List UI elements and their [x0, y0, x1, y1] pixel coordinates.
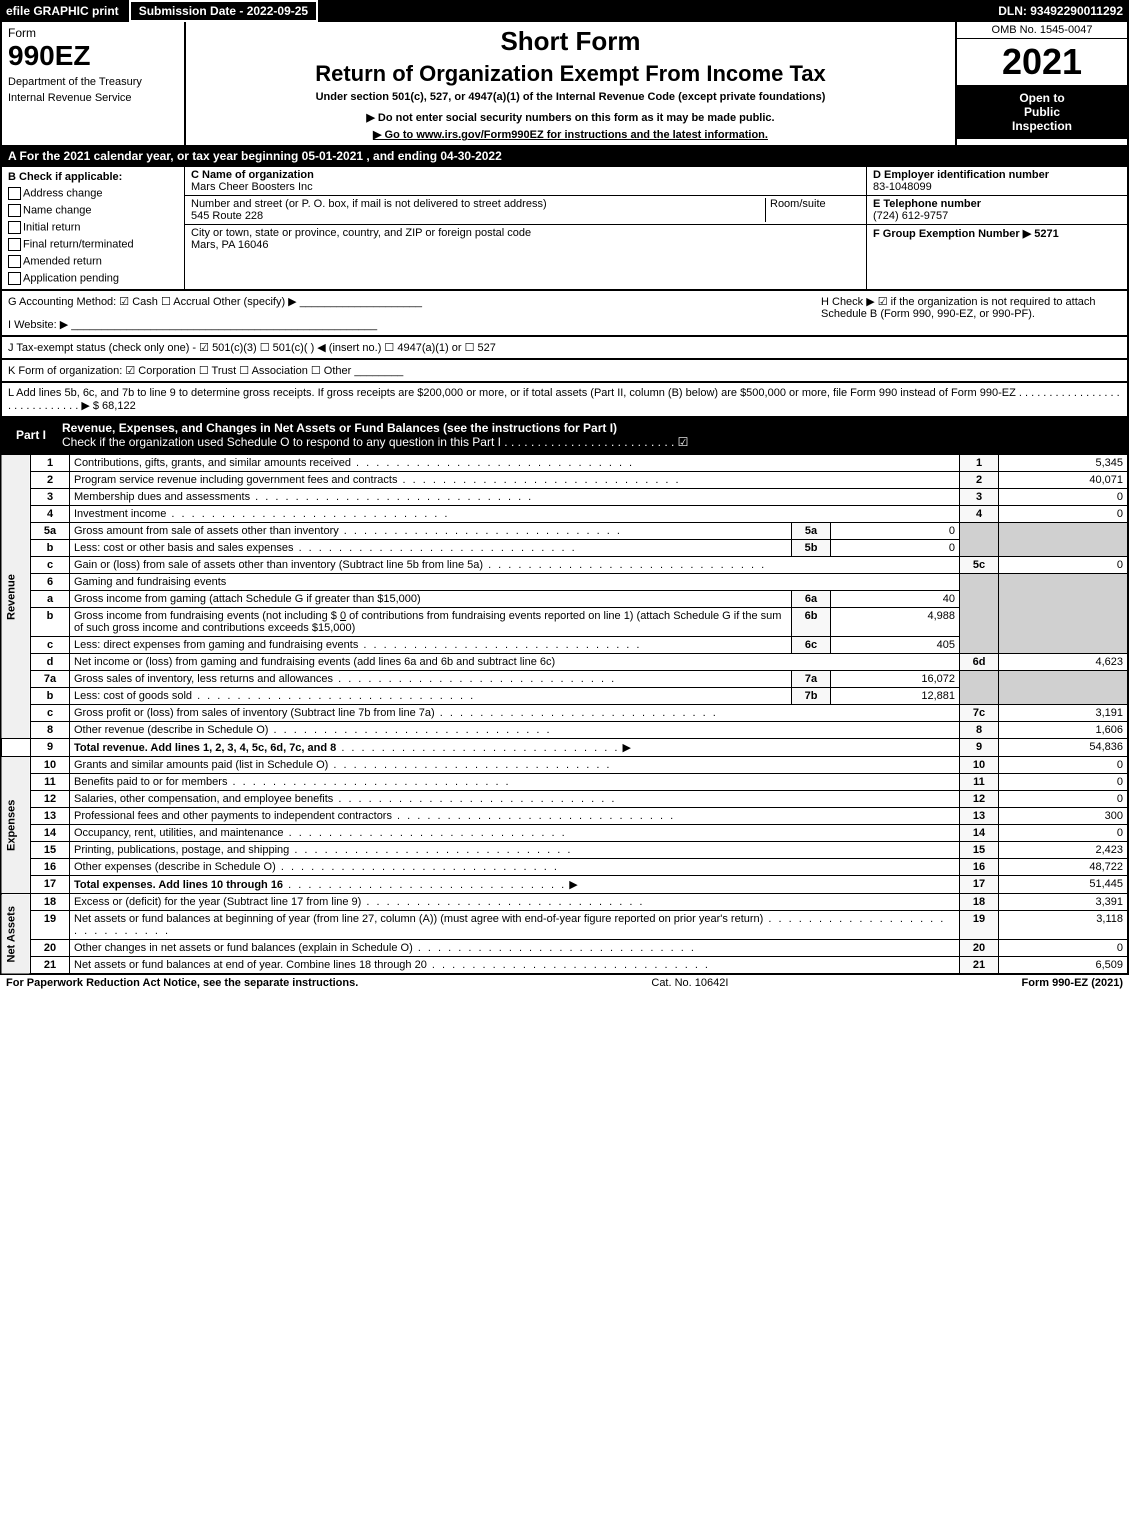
line-20-val: 0 — [999, 940, 1129, 957]
org-name-row: C Name of organization Mars Cheer Booste… — [185, 167, 866, 196]
room-suite-label: Room/suite — [766, 198, 860, 222]
line-19-val: 3,118 — [999, 911, 1129, 940]
org-name: Mars Cheer Boosters Inc — [191, 181, 860, 193]
irs-label: Internal Revenue Service — [8, 92, 178, 104]
form-number: 990EZ — [8, 40, 178, 72]
phone-value: (724) 612-9757 — [873, 210, 1121, 222]
footer-form-ref: Form 990-EZ (2021) — [1022, 977, 1123, 989]
col-de: D Employer identification number 83-1048… — [866, 167, 1127, 289]
part-i-table: Revenue 1 Contributions, gifts, grants, … — [0, 454, 1129, 975]
main-title: Return of Organization Exempt From Incom… — [192, 61, 949, 87]
i-website: I Website: ▶ ___________________________… — [8, 318, 813, 331]
line-7c-val: 3,191 — [999, 705, 1129, 722]
part-i-header: Part I Revenue, Expenses, and Changes in… — [0, 418, 1129, 454]
section-bcde: B Check if applicable: Address change Na… — [0, 167, 1129, 291]
d-label: D Employer identification number — [873, 169, 1121, 181]
line-10-val: 0 — [999, 757, 1129, 774]
opt-amended-return: Amended return — [8, 255, 178, 268]
line-14-val: 0 — [999, 825, 1129, 842]
line-6d-val: 4,623 — [999, 654, 1129, 671]
line-12-val: 0 — [999, 791, 1129, 808]
line-9-val: 54,836 — [999, 739, 1129, 757]
side-expenses: Expenses — [1, 757, 31, 894]
dept-treasury: Department of the Treasury — [8, 76, 178, 88]
page-footer: For Paperwork Reduction Act Notice, see … — [0, 975, 1129, 991]
line-15-val: 2,423 — [999, 842, 1129, 859]
city-row: City or town, state or province, country… — [185, 225, 866, 253]
dln-label: DLN: 93492290011292 — [992, 2, 1129, 20]
e-phone-row: E Telephone number (724) 612-9757 — [867, 196, 1127, 225]
line-8-val: 1,606 — [999, 722, 1129, 739]
form-label: Form — [8, 26, 178, 40]
efile-label: efile GRAPHIC print — [0, 2, 125, 20]
line-16-val: 48,722 — [999, 859, 1129, 876]
l-gross-receipts: L Add lines 5b, 6c, and 7b to line 9 to … — [0, 383, 1129, 418]
part-i-check: Check if the organization used Schedule … — [62, 435, 688, 449]
part-i-title: Revenue, Expenses, and Changes in Net As… — [62, 421, 617, 435]
c-name-label: C Name of organization — [191, 169, 860, 181]
line-13-val: 300 — [999, 808, 1129, 825]
line-2-val: 40,071 — [999, 472, 1129, 489]
f-group-exemption: F Group Exemption Number ▶ 5271 — [867, 225, 1127, 289]
line-7a-val: 16,072 — [831, 671, 960, 688]
line-5b-val: 0 — [831, 540, 960, 557]
opt-name-change: Name change — [8, 204, 178, 217]
line-11-val: 0 — [999, 774, 1129, 791]
side-revenue: Revenue — [1, 455, 31, 739]
e-label: E Telephone number — [873, 198, 1121, 210]
line-6a-val: 40 — [831, 591, 960, 608]
street-label: Number and street (or P. O. box, if mail… — [191, 198, 761, 210]
open-public-inspection: Open to Public Inspection — [957, 85, 1127, 139]
col-b-check-applicable: B Check if applicable: Address change Na… — [2, 167, 185, 289]
opt-final-return: Final return/terminated — [8, 238, 178, 251]
footer-left: For Paperwork Reduction Act Notice, see … — [6, 977, 358, 989]
line-3-val: 0 — [999, 489, 1129, 506]
line-1-val: 5,345 — [999, 455, 1129, 472]
header-left: Form 990EZ Department of the Treasury In… — [2, 22, 186, 145]
h-schedule-b: H Check ▶ ☑ if the organization is not r… — [813, 295, 1121, 331]
omb-number: OMB No. 1545-0047 — [957, 22, 1127, 39]
footer-cat-no: Cat. No. 10642I — [358, 977, 1021, 989]
d-ein-row: D Employer identification number 83-1048… — [867, 167, 1127, 196]
opt-address-change: Address change — [8, 187, 178, 200]
line-21-val: 6,509 — [999, 957, 1129, 975]
g-accounting-method: G Accounting Method: ☑ Cash ☐ Accrual Ot… — [8, 295, 813, 308]
street-row: Number and street (or P. O. box, if mail… — [185, 196, 866, 225]
k-form-org: K Form of organization: ☑ Corporation ☐ … — [0, 360, 1129, 383]
part-i-tab: Part I — [8, 426, 54, 444]
top-bar: efile GRAPHIC print Submission Date - 20… — [0, 0, 1129, 22]
line-7b-val: 12,881 — [831, 688, 960, 705]
city-label: City or town, state or province, country… — [191, 227, 860, 239]
j-tax-exempt: J Tax-exempt status (check only one) - ☑… — [0, 337, 1129, 360]
ein-value: 83-1048099 — [873, 181, 1121, 193]
line-4-val: 0 — [999, 506, 1129, 523]
line-6c-val: 405 — [831, 637, 960, 654]
under-section: Under section 501(c), 527, or 4947(a)(1)… — [192, 91, 949, 103]
line-6b-val: 4,988 — [831, 608, 960, 637]
line-5c-val: 0 — [999, 557, 1129, 574]
ssn-warning: ▶ Do not enter social security numbers o… — [192, 111, 949, 124]
line-17-val: 51,445 — [999, 876, 1129, 894]
side-net-assets: Net Assets — [1, 894, 31, 975]
line-18-val: 3,391 — [999, 894, 1129, 911]
form-header: Form 990EZ Department of the Treasury In… — [0, 22, 1129, 147]
header-right: OMB No. 1545-0047 2021 Open to Public In… — [955, 22, 1127, 145]
header-center: Short Form Return of Organization Exempt… — [186, 22, 955, 145]
opt-initial-return: Initial return — [8, 221, 178, 234]
street-value: 545 Route 228 — [191, 210, 761, 222]
b-label: B Check if applicable: — [8, 171, 122, 183]
submission-date: Submission Date - 2022-09-25 — [129, 0, 318, 22]
col-c-org-info: C Name of organization Mars Cheer Booste… — [185, 167, 866, 289]
short-form-title: Short Form — [192, 26, 949, 57]
section-ghi: G Accounting Method: ☑ Cash ☐ Accrual Ot… — [0, 291, 1129, 337]
tax-year: 2021 — [957, 39, 1127, 85]
row-a-tax-year: A For the 2021 calendar year, or tax yea… — [0, 147, 1129, 167]
goto-link[interactable]: ▶ Go to www.irs.gov/Form990EZ for instru… — [192, 128, 949, 141]
city-value: Mars, PA 16046 — [191, 239, 860, 251]
opt-application-pending: Application pending — [8, 272, 178, 285]
line-5a-val: 0 — [831, 523, 960, 540]
